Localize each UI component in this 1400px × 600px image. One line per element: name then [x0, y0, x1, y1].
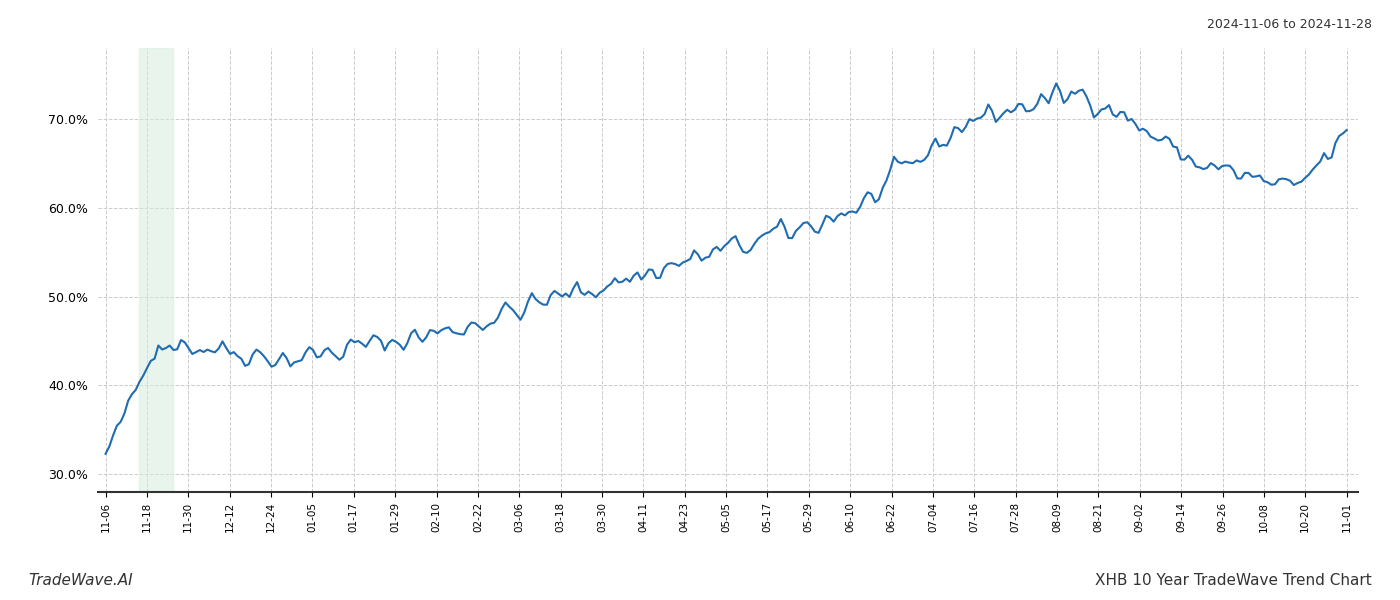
Text: XHB 10 Year TradeWave Trend Chart: XHB 10 Year TradeWave Trend Chart — [1095, 573, 1372, 588]
Text: TradeWave.AI: TradeWave.AI — [28, 573, 133, 588]
Bar — [140, 48, 174, 492]
Text: 2024-11-06 to 2024-11-28: 2024-11-06 to 2024-11-28 — [1207, 18, 1372, 31]
